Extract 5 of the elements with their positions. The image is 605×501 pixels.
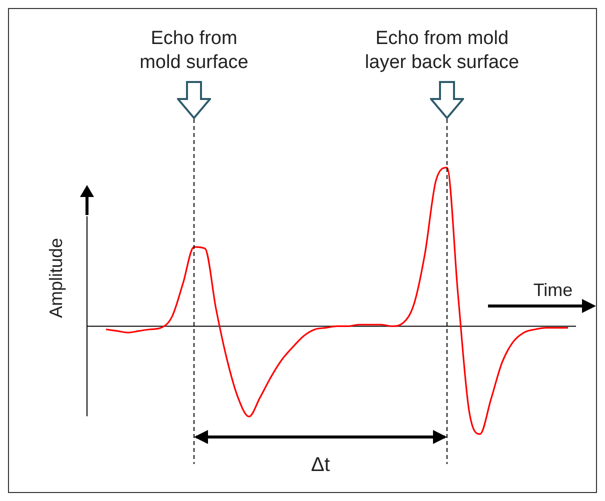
text: Echo from mold layer back surface	[364, 27, 520, 75]
text: Δt	[310, 453, 331, 477]
text: Echo from mold surface	[138, 27, 250, 75]
y-axis-title: Amplitude	[45, 237, 67, 320]
x-axis-title: Time	[532, 279, 574, 302]
